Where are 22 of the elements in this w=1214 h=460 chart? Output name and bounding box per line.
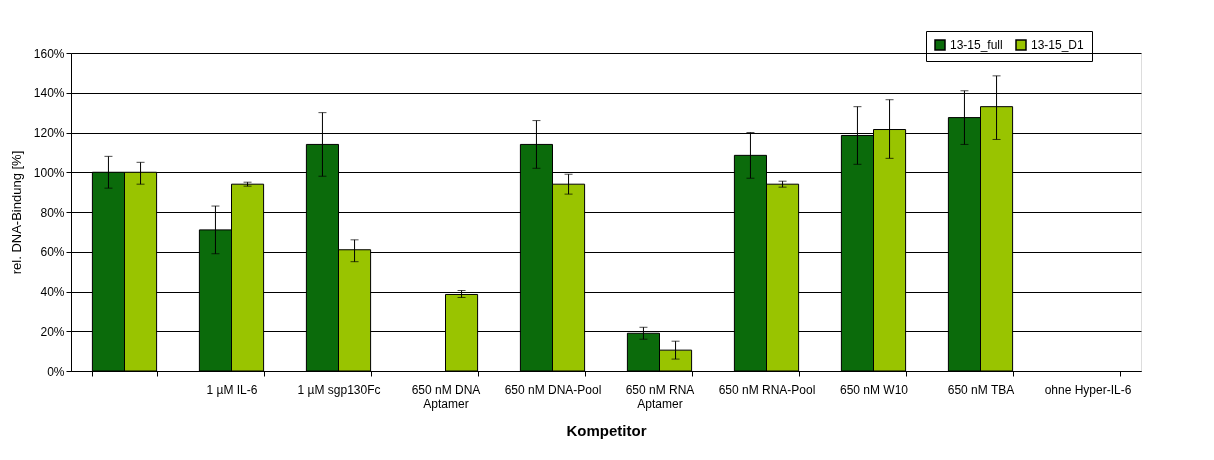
x-tick-label: 1 µM IL-6 [206, 382, 258, 397]
x-tick-label: 650 nM TBA [947, 382, 1015, 397]
x-tick-label: 650 nM RNA-Pool [718, 382, 816, 397]
y-tick-label: 80% [40, 205, 65, 220]
x-tick-label: 1 µM sgp130Fc [297, 382, 381, 397]
x-tick-label: 650 nM DNA Aptamer [411, 382, 481, 411]
y-tick-label: 0% [47, 364, 65, 379]
y-tick-label: 160% [33, 46, 65, 61]
x-tick-label: 650 nM W10 [839, 382, 909, 397]
y-tick-label: 140% [33, 86, 65, 101]
y-axis-title: rel. DNA-Bindung [%] [8, 150, 24, 275]
x-axis-title: Kompetitor [566, 421, 647, 439]
x-tick-label: 650 nM RNA Aptamer [625, 382, 695, 411]
y-tick-label: 20% [40, 324, 65, 339]
y-tick-label: 120% [33, 126, 65, 140]
y-tick-label: 40% [40, 285, 65, 299]
legend-label: 13-15_full [950, 38, 1003, 52]
y-tick-label: 100% [33, 165, 65, 180]
x-tick-label: 650 nM DNA-Pool [504, 382, 602, 397]
legend-label: 13-15_D1 [1031, 38, 1085, 52]
x-tick-label: ohne Hyper-IL-6 [1044, 382, 1132, 397]
y-tick-label: 60% [40, 245, 65, 260]
